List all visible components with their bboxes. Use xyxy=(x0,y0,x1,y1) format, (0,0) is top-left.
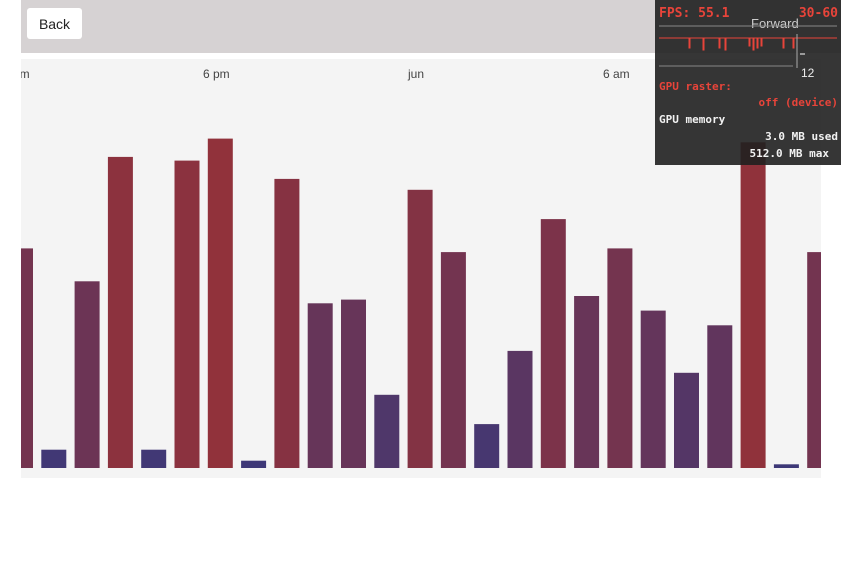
fps-graph xyxy=(659,25,837,68)
x-tick-label-3: 6 am xyxy=(603,67,630,81)
fps-readout: FPS: 55.1 xyxy=(659,6,730,21)
bars-layer xyxy=(21,138,821,469)
fps-range: 30-60 xyxy=(798,6,838,21)
hud-tick-12: 12 xyxy=(801,66,815,80)
bar-15 xyxy=(507,350,533,468)
bar-3 xyxy=(107,156,133,468)
bar-6 xyxy=(207,138,233,468)
gpu-memory-used: 3.0 MB used xyxy=(765,130,838,143)
bar-8 xyxy=(274,178,300,468)
bar-10 xyxy=(341,299,366,468)
bar-16 xyxy=(540,219,566,468)
x-tick-label-2: jun xyxy=(407,67,424,81)
bar-0 xyxy=(21,248,33,468)
bar-24 xyxy=(807,252,821,468)
forward-button[interactable]: Forward xyxy=(751,16,799,31)
bar-12 xyxy=(407,189,433,469)
x-tick-label-1: 6 pm xyxy=(203,67,230,81)
bar-18 xyxy=(607,248,633,468)
back-button[interactable]: Back xyxy=(27,8,82,39)
x-axis-ticks: pm 6 pm jun 6 am xyxy=(21,67,630,81)
gpu-raster-value: off (device) xyxy=(758,96,838,109)
bar-14 xyxy=(474,424,500,468)
bar-2 xyxy=(74,281,100,468)
bar-9 xyxy=(307,303,333,468)
bar-1 xyxy=(41,449,67,468)
gpu-memory-max: 512.0 MB max xyxy=(749,147,829,160)
bar-19 xyxy=(640,310,666,468)
bar-4 xyxy=(141,449,167,468)
bar-7 xyxy=(241,460,267,468)
bar-11 xyxy=(374,394,400,468)
fps-meter-overlay: FPS: 55.1 30-60 Forward 12 GPU raster: o… xyxy=(655,0,841,165)
bar-13 xyxy=(440,252,466,468)
gpu-memory-label: GPU memory xyxy=(659,113,726,126)
bar-22 xyxy=(740,142,766,469)
x-tick-label-0: pm xyxy=(21,67,30,81)
bar-chart: pm 6 pm jun 6 am xyxy=(21,67,821,469)
gpu-raster-label: GPU raster: xyxy=(659,80,732,93)
bar-21 xyxy=(707,325,733,468)
bar-23 xyxy=(773,464,799,468)
bar-5 xyxy=(174,160,200,468)
bar-17 xyxy=(574,296,600,468)
bar-20 xyxy=(674,372,699,468)
